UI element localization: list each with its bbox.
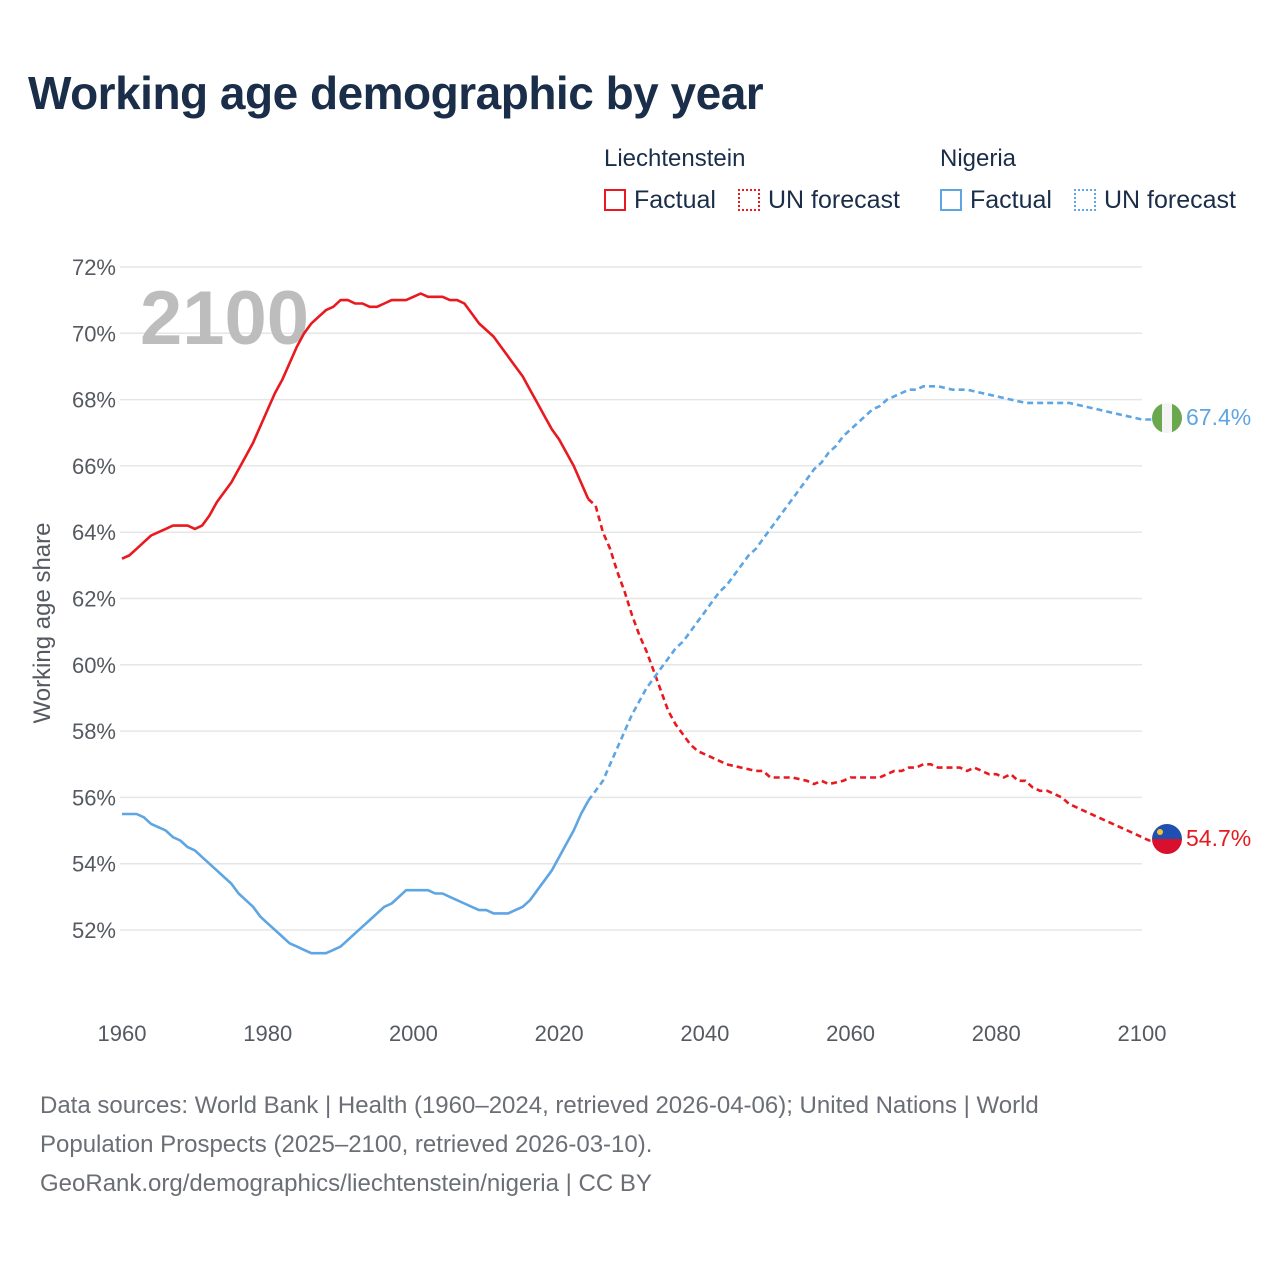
liechtenstein-factual-line bbox=[121, 292, 590, 560]
legend-group-liechtenstein: Liechtenstein bbox=[604, 145, 746, 172]
nigeria-forecast-line bbox=[587, 385, 1164, 802]
y-axis-label: Working age share bbox=[29, 523, 56, 724]
y-tick-label: 68% bbox=[72, 388, 116, 413]
x-tick-label: 2040 bbox=[680, 1021, 729, 1046]
nigeria-end-value: 67.4% bbox=[1186, 404, 1251, 430]
x-tick-label: 1960 bbox=[98, 1021, 147, 1046]
legend-nigeria-factual[interactable]: Factual bbox=[940, 186, 1052, 214]
liechtenstein-forecast-line bbox=[587, 498, 1164, 842]
y-tick-label: 56% bbox=[72, 785, 116, 810]
chart-title: Working age demographic by year bbox=[28, 67, 764, 119]
liechtenstein-end-value: 54.7% bbox=[1186, 825, 1251, 851]
y-tick-label: 58% bbox=[72, 719, 116, 744]
y-tick-label: 64% bbox=[72, 520, 116, 545]
data-sources: Data sources: World Bank | Health (1960–… bbox=[40, 1086, 1220, 1203]
y-axis-ticks: 52% 54% 56% 58% 60% 62% 64% 66% 68% 70% 72% bbox=[72, 255, 116, 943]
nigeria-flag-icon bbox=[1152, 403, 1182, 433]
legend-group-nigeria: Nigeria bbox=[940, 145, 1017, 172]
end-markers bbox=[1152, 403, 1182, 854]
legend-swatch-dotted-red bbox=[738, 189, 760, 211]
x-tick-label: 2100 bbox=[1118, 1021, 1167, 1046]
liechtenstein-flag-icon bbox=[1152, 824, 1182, 854]
series-lines bbox=[121, 292, 1164, 955]
x-axis-ticks: 1960 1980 2000 2020 2040 2060 2080 2100 bbox=[98, 1021, 1167, 1046]
legend-label: Factual bbox=[970, 185, 1052, 214]
y-tick-label: 60% bbox=[72, 653, 116, 678]
y-tick-label: 72% bbox=[72, 255, 116, 280]
year-watermark: 2100 bbox=[140, 276, 309, 361]
legend-swatch-dotted-blue bbox=[1074, 189, 1096, 211]
legend-swatch-solid-red bbox=[604, 189, 626, 211]
legend-label: UN forecast bbox=[1104, 185, 1236, 214]
x-tick-label: 1980 bbox=[243, 1021, 292, 1046]
legend-swatch-solid-blue bbox=[940, 189, 962, 211]
x-tick-label: 2060 bbox=[826, 1021, 875, 1046]
y-tick-label: 66% bbox=[72, 454, 116, 479]
nigeria-factual-line bbox=[122, 800, 590, 955]
line-chart: 52%54%56%58%60%62%64%66%68%70%72% 1960 19… bbox=[29, 255, 1251, 1046]
gridlines bbox=[120, 266, 1142, 931]
legend-label: Factual bbox=[634, 185, 716, 214]
legend-nigeria-forecast[interactable]: UN forecast bbox=[1074, 186, 1236, 214]
y-tick-label: 70% bbox=[72, 321, 116, 346]
legend-liechtenstein-factual[interactable]: Factual bbox=[604, 186, 716, 214]
source-line: GeoRank.org/demographics/liechtenstein/n… bbox=[40, 1170, 652, 1197]
x-tick-label: 2000 bbox=[389, 1021, 438, 1046]
x-tick-label: 2020 bbox=[535, 1021, 584, 1046]
y-tick-label: 54% bbox=[72, 852, 116, 877]
source-line: Population Prospects (2025–2100, retriev… bbox=[40, 1131, 653, 1158]
legend-liechtenstein-forecast[interactable]: UN forecast bbox=[738, 186, 900, 214]
y-tick-label: 52% bbox=[72, 918, 116, 943]
y-tick-label: 62% bbox=[72, 587, 116, 612]
source-line: Data sources: World Bank | Health (1960–… bbox=[40, 1092, 1039, 1119]
legend-label: UN forecast bbox=[768, 185, 900, 214]
x-tick-label: 2080 bbox=[972, 1021, 1021, 1046]
